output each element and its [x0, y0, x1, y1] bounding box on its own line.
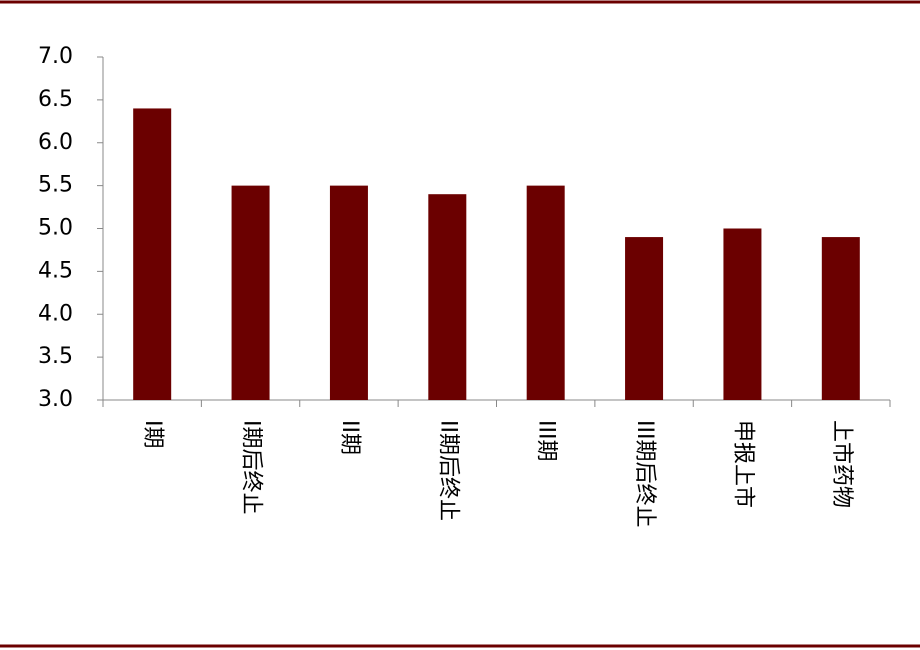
y-tick-label: 5.0 [38, 216, 73, 241]
bar [723, 228, 762, 400]
x-tick-label: I期后终止 [239, 420, 264, 515]
x-tick-label: I期 [140, 420, 165, 449]
y-tick-label: 3.0 [38, 387, 73, 412]
x-tick-label: II期 [337, 420, 362, 455]
y-tick-label: 5.5 [38, 173, 73, 198]
bar [329, 185, 368, 400]
x-tick-label: 上市药物 [829, 420, 854, 508]
bar [428, 194, 467, 400]
x-tick-label: III期 [534, 420, 559, 461]
x-tick-label: II期后终止 [435, 420, 460, 521]
y-tick-label: 6.0 [38, 130, 73, 155]
bar [133, 108, 172, 400]
bar [625, 237, 664, 400]
bar [526, 185, 565, 400]
y-tick-label: 7.0 [38, 44, 73, 69]
y-tick-label: 4.0 [38, 301, 73, 326]
y-tick-label: 4.5 [38, 258, 73, 283]
x-tick-label: III期后终止 [632, 420, 657, 527]
x-tick-label: 申报上市 [730, 420, 755, 508]
bar [231, 185, 270, 400]
y-tick-label: 6.5 [38, 87, 73, 112]
y-tick-label: 3.5 [38, 344, 73, 369]
bar [821, 237, 860, 400]
